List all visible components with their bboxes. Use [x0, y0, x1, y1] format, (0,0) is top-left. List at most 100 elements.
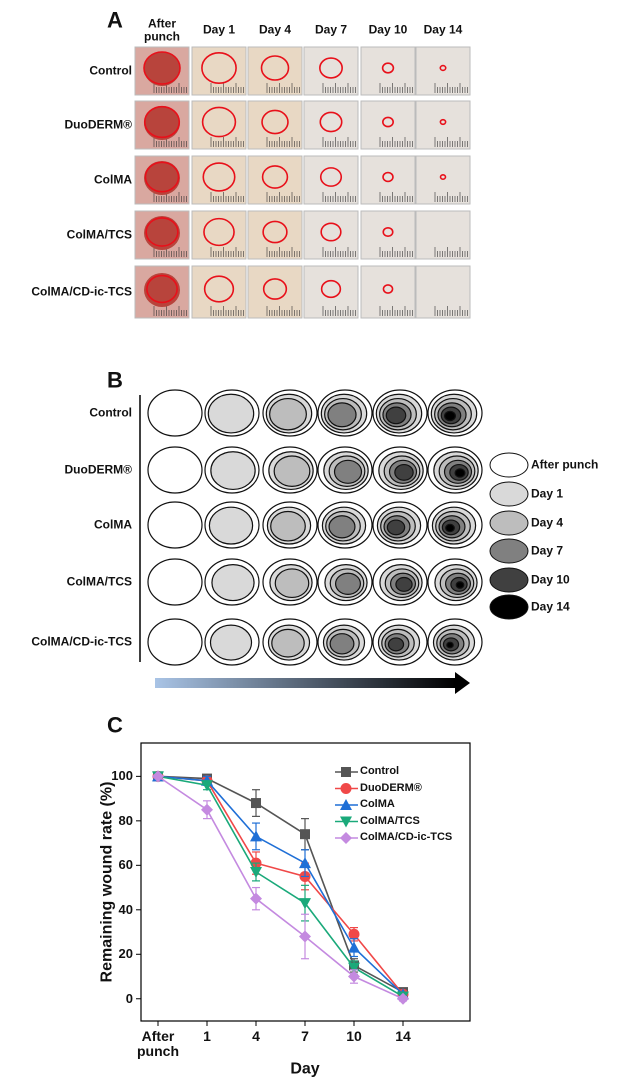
wound-photo	[247, 265, 303, 319]
marker	[340, 832, 352, 844]
wound-outline	[145, 217, 179, 247]
wound-outline	[143, 105, 181, 139]
wound-outline	[319, 57, 343, 79]
wound-outline	[261, 165, 289, 189]
x-tick-label: 10	[346, 1028, 362, 1044]
series-line	[157, 775, 404, 998]
wound-photo	[415, 210, 471, 260]
wound-photo	[191, 155, 247, 205]
legend-label: ColMA	[360, 798, 395, 811]
wound-outline	[260, 55, 290, 81]
y-axis-label: Remaining wound rate (%)	[98, 781, 116, 983]
wound-outline	[439, 173, 447, 181]
legend-label: Day 7	[531, 543, 564, 558]
marker	[299, 898, 311, 910]
wound-outline	[319, 167, 343, 187]
wound-area	[394, 463, 414, 481]
wound-outline	[319, 111, 343, 133]
marker	[340, 816, 352, 828]
legend-swatch	[489, 567, 529, 593]
y-tick-label: 60	[118, 857, 133, 873]
panel-label: B	[107, 367, 123, 393]
wound-outline	[262, 278, 288, 300]
y-tick-label: 0	[125, 990, 133, 1006]
legend-label: ColMA/CD-ic-TCS	[360, 831, 453, 844]
wound-photo	[360, 46, 416, 96]
wound-area	[274, 568, 310, 599]
wound-area	[270, 510, 306, 542]
wound-photo	[303, 46, 359, 96]
wound-outline	[439, 118, 447, 126]
legend-swatch	[489, 452, 529, 478]
marker	[397, 992, 409, 1005]
x-tick-label: 1	[203, 1028, 211, 1044]
x-tick-label: 7	[301, 1028, 309, 1044]
wound-photo	[247, 155, 303, 205]
x-tick-label: 14	[395, 1028, 411, 1044]
wound-area	[209, 624, 253, 661]
wound-photo	[360, 155, 416, 205]
wound-area	[147, 446, 203, 494]
progress-arrow	[155, 678, 455, 688]
row-label: ColMA	[94, 172, 132, 187]
wound-area	[334, 572, 362, 595]
wound-bed	[144, 106, 180, 140]
wound-area	[454, 468, 466, 478]
series-line	[157, 775, 404, 1000]
marker	[348, 928, 360, 940]
marker	[341, 767, 351, 777]
legend-swatch	[489, 481, 529, 507]
arrow-head	[455, 672, 470, 694]
column-header: Day 1	[202, 22, 236, 37]
wound-area	[147, 501, 203, 549]
legend-label: DuoDERM®	[360, 781, 422, 794]
wound-outline	[320, 279, 342, 299]
wound-photo	[303, 100, 359, 150]
row-label: ColMA/TCS	[66, 227, 132, 242]
marker	[340, 783, 352, 794]
column-header: Day 7	[314, 22, 348, 37]
row-label: Control	[89, 63, 132, 78]
wound-photo	[360, 100, 416, 150]
y-tick-label: 40	[118, 901, 133, 917]
wound-outline	[202, 162, 236, 192]
wound-area	[387, 637, 405, 652]
wound-area	[147, 618, 203, 666]
wound-outline	[203, 217, 235, 247]
legend-label: ColMA/TCS	[360, 814, 420, 827]
y-tick-label: 20	[118, 946, 133, 962]
marker	[348, 941, 360, 953]
wound-photo	[191, 100, 247, 150]
legend-swatch	[489, 510, 529, 536]
wound-outline	[144, 161, 180, 193]
marker	[300, 829, 310, 840]
x-axis-label: Day	[290, 1060, 320, 1078]
wound-area	[455, 581, 465, 589]
wound-area	[333, 459, 363, 484]
y-tick-label: 100	[111, 768, 133, 784]
marker	[251, 798, 261, 809]
wound-area	[395, 576, 413, 592]
panel-label: A	[107, 7, 123, 33]
wound-photo	[247, 210, 303, 260]
wound-outline	[201, 51, 237, 84]
wound-bed	[144, 273, 180, 307]
wound-area	[386, 519, 406, 536]
wound-area	[446, 641, 454, 649]
wound-outline	[261, 109, 289, 135]
row-label: ColMA	[94, 517, 132, 532]
row-label: DuoDERM®	[64, 462, 133, 477]
wound-photo	[191, 265, 247, 319]
wound-area	[444, 410, 457, 422]
wound-photo	[303, 210, 359, 260]
wound-area	[271, 628, 305, 658]
marker	[201, 780, 213, 792]
wound-outline	[146, 274, 178, 304]
wound-bed	[144, 52, 180, 86]
row-label: ColMA/CD-ic-TCS	[31, 634, 132, 649]
wound-bed	[144, 216, 180, 250]
wound-outline	[382, 171, 394, 183]
marker	[299, 857, 311, 869]
